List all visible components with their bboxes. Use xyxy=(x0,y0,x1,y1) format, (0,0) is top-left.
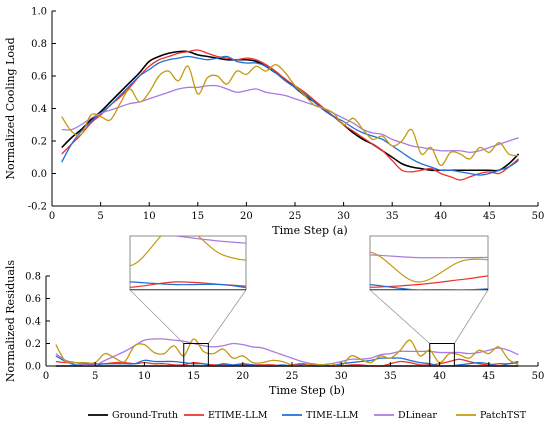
legend-item-time-llm: TIME-LLM xyxy=(282,410,359,421)
zoom-connector xyxy=(369,289,431,344)
chart-a-x-tick-label: 10 xyxy=(143,211,156,222)
legend-label: TIME-LLM xyxy=(306,410,359,421)
chart-a-y-tick-label: 0.0 xyxy=(31,169,47,180)
chart-b-x-tick-label: 0 xyxy=(43,371,49,382)
chart-a-x-tick-label: 25 xyxy=(289,211,302,222)
chart-b-x-tick-label: 35 xyxy=(384,371,397,382)
legend-item-ground-truth: Ground-Truth xyxy=(88,410,178,421)
zoom-selection-box xyxy=(183,343,209,367)
chart-a-y-axis-title: Normalized Cooling Load xyxy=(4,37,17,179)
chart-a-y-tick-label: 0.4 xyxy=(31,104,47,115)
chart-b-y-tick-label: 0.6 xyxy=(25,294,41,305)
chart-a-x-tick-label: 20 xyxy=(240,211,253,222)
chart-a-line-time-llm xyxy=(61,55,519,176)
chart-a-x-tick-label: 45 xyxy=(483,211,496,222)
chart-b-x-tick-label: 45 xyxy=(482,371,495,382)
chart-b-y-axis-title: Normalized Residuals xyxy=(4,260,17,383)
chart-b-x-tick-label: 50 xyxy=(532,371,545,382)
chart-a-y-tick-label: 1.0 xyxy=(31,7,47,18)
chart-a-line-etime-llm xyxy=(61,49,519,181)
chart-a-line-dlinear xyxy=(61,84,519,154)
chart-a: 0 5 10 15 20 25 30 35 40 45 50 -0.2 0.0 0.2 0.4 0.6 0.8 1… xyxy=(4,7,544,238)
chart-a-x-axis-title: Time Step (a) xyxy=(272,224,347,237)
legend-item-etime-llm: ETIME-LLM xyxy=(184,410,268,421)
chart-b-series xyxy=(55,338,519,367)
chart-a-y-tick-label: 0.2 xyxy=(31,137,47,148)
zoom-connector xyxy=(208,289,247,344)
chart-a-y-tick-label: -0.2 xyxy=(28,202,47,213)
chart-b-x-axis-title: Time Step (b) xyxy=(269,384,345,397)
zoom-selection-box xyxy=(429,343,455,367)
chart-a-x-tick-label: 5 xyxy=(97,211,103,222)
legend-item-patchtst: PatchTST xyxy=(456,410,527,421)
chart-a-y-tick-label: 0.6 xyxy=(31,72,47,83)
chart-a-series xyxy=(61,49,520,181)
zoom-line-patchtst xyxy=(370,251,488,283)
legend-item-dlinear: DLinear xyxy=(374,410,437,421)
chart-b-y-tick-label: 0.2 xyxy=(25,339,41,350)
chart-b-x-tick-label: 5 xyxy=(92,371,98,382)
chart-a-x-tick-label: 15 xyxy=(191,211,204,222)
zoom-connector xyxy=(454,289,489,344)
zoom-inset-1 xyxy=(129,235,247,367)
zoom-line-etime-llm xyxy=(370,275,488,288)
chart-b-y-tick-label: 0.4 xyxy=(25,317,41,328)
chart-b-y-tick-label: 0.8 xyxy=(25,272,41,283)
chart-b-x-tick-label: 40 xyxy=(433,371,446,382)
chart-b-x-tick-label: 20 xyxy=(236,371,249,382)
legend-label: ETIME-LLM xyxy=(208,410,268,421)
legend-label: DLinear xyxy=(398,410,437,421)
chart-a-line-patchtst xyxy=(61,63,519,167)
legend: Ground-Truth ETIME-LLM TIME-LLM DLinear Patc… xyxy=(88,410,527,421)
chart-a-y-tick-label: 0.8 xyxy=(31,39,47,50)
chart-a-x-tick-label: 50 xyxy=(532,211,545,222)
zoom-inset-2 xyxy=(369,235,489,367)
chart-b-y-tick-label: 0.0 xyxy=(25,362,41,373)
zoom-inset-frame xyxy=(129,235,247,291)
chart-a-x-tick-label: 0 xyxy=(49,211,55,222)
chart-a-x-tick-label: 30 xyxy=(337,211,350,222)
legend-label: PatchTST xyxy=(480,410,527,421)
legend-label: Ground-Truth xyxy=(112,410,178,421)
zoom-line-dlinear xyxy=(370,254,488,259)
chart-a-x-tick-label: 35 xyxy=(386,211,399,222)
zoom-connector xyxy=(129,289,185,344)
chart-b: 0 5 10 15 20 25 30 35 40 45 50 0.0 0.2 0.4 0.6 0.8 Time … xyxy=(4,235,545,397)
chart-b-x-tick-label: 15 xyxy=(187,371,200,382)
chart-b-x-tick-label: 25 xyxy=(286,371,299,382)
chart-b-line-patchtst xyxy=(55,338,519,367)
chart-a-x-tick-label: 40 xyxy=(434,211,447,222)
zoom-inset-frame xyxy=(369,235,489,291)
chart-b-x-tick-label: 10 xyxy=(138,371,151,382)
chart-b-x-tick-label: 30 xyxy=(335,371,348,382)
